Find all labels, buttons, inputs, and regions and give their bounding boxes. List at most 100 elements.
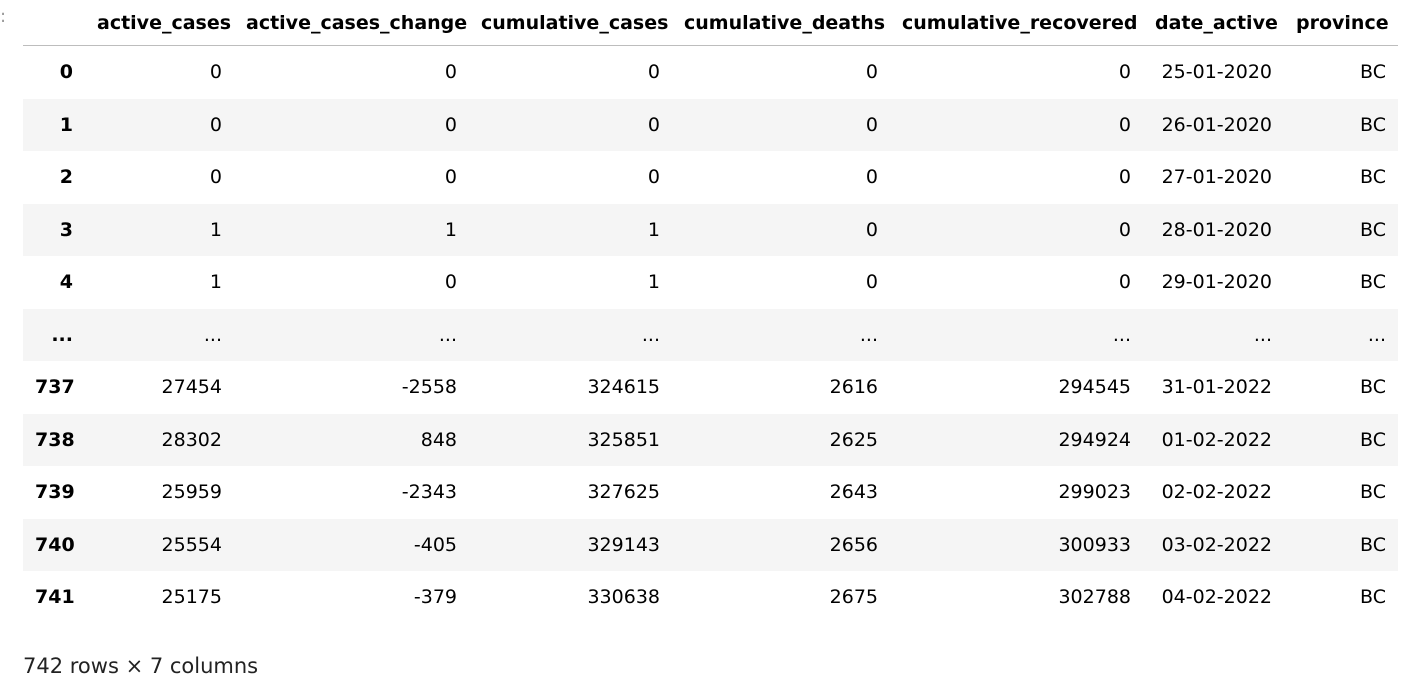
cell: 0 (865, 218, 878, 241)
cell: 25959 (161, 481, 222, 504)
header-row: active_cases active_cases_change cumulativ… (23, 0, 1398, 46)
index-header (23, 0, 85, 46)
cell: 31-01-2022 (1161, 376, 1272, 399)
cell: 29-01-2020 (1161, 271, 1272, 294)
cell: 25-01-2020 (1161, 61, 1272, 84)
cell: 1 (209, 218, 222, 241)
column-header: cumulative_cases (469, 0, 672, 46)
cell: ... (438, 323, 457, 346)
cell: 325851 (587, 428, 660, 451)
cell: BC (1360, 481, 1386, 504)
cell: 0 (865, 113, 878, 136)
cell: BC (1360, 166, 1386, 189)
cell: 300933 (1058, 533, 1131, 556)
table-row: 1 0 0 0 0 0 26-01-2020 BC (23, 98, 1398, 151)
cell: 2625 (829, 428, 878, 451)
cell: 0 (647, 61, 660, 84)
cell: 27-01-2020 (1161, 166, 1272, 189)
cell: BC (1360, 113, 1386, 136)
cell: 0 (647, 113, 660, 136)
cell: 28-01-2020 (1161, 218, 1272, 241)
cell: BC (1360, 218, 1386, 241)
cell: 324615 (587, 376, 660, 399)
dataframe: active_cases active_cases_change cumulativ… (23, 0, 1398, 624)
row-index: 741 (35, 586, 75, 609)
row-index: 3 (59, 218, 73, 241)
cell: 0 (1118, 113, 1131, 136)
cell: 01-02-2022 (1161, 428, 1272, 451)
cell: 0 (865, 166, 878, 189)
cell: -379 (413, 586, 457, 609)
cell: 2675 (829, 586, 878, 609)
table-row: ........................ (23, 308, 1398, 361)
table-row: 740 25554 -405 329143 2656 300933 03-02-2022 BC (23, 518, 1398, 571)
cell: 04-02-2022 (1161, 586, 1272, 609)
cell: 26-01-2020 (1161, 113, 1272, 136)
cell: ... (1112, 323, 1131, 346)
cell: 0 (1118, 61, 1131, 84)
cell: 0 (444, 61, 457, 84)
cell: 0 (865, 271, 878, 294)
column-header: date_active (1143, 0, 1284, 46)
cell: 0 (444, 166, 457, 189)
table-row: 2 0 0 0 0 0 27-01-2020 BC (23, 151, 1398, 204)
cell: 0 (1118, 271, 1131, 294)
prompt: : (0, 6, 7, 27)
cell: ... (859, 323, 878, 346)
cell: 1 (209, 271, 222, 294)
cell: 03-02-2022 (1161, 533, 1272, 556)
row-index: 738 (35, 428, 75, 451)
cell: 2643 (829, 481, 878, 504)
cell: 0 (647, 166, 660, 189)
cell: -405 (413, 533, 457, 556)
column-header: cumulative_deaths (672, 0, 890, 46)
cell: 0 (444, 113, 457, 136)
cell: 299023 (1058, 481, 1131, 504)
column-header: province (1284, 0, 1398, 46)
cell: 294924 (1058, 428, 1131, 451)
cell: 0 (1118, 218, 1131, 241)
row-index: ... (51, 323, 73, 346)
cell: 329143 (587, 533, 660, 556)
cell: BC (1360, 428, 1386, 451)
cell: 25554 (161, 533, 222, 556)
cell: 330638 (587, 586, 660, 609)
cell: 848 (420, 428, 457, 451)
cell: -2558 (401, 376, 457, 399)
cell: 25175 (161, 586, 222, 609)
table-row: 738 28302 848 325851 2625 294924 01-02-2022 BC (23, 413, 1398, 466)
table-row: 0 0 0 0 0 0 25-01-2020 BC (23, 46, 1398, 99)
table-body: 0 0 0 0 0 0 25-01-2020 BC 1 0 0 0 0 0 26-01-2020 BC 2 0 0 0… (23, 46, 1398, 624)
cell: BC (1360, 61, 1386, 84)
cell: BC (1360, 376, 1386, 399)
cell: 27454 (161, 376, 222, 399)
cell: 0 (444, 271, 457, 294)
row-index: 737 (35, 376, 75, 399)
cell: 2656 (829, 533, 878, 556)
cell: 302788 (1058, 586, 1131, 609)
cell: 0 (209, 166, 222, 189)
row-index: 2 (59, 166, 73, 189)
cell: ... (641, 323, 660, 346)
row-index: 0 (59, 61, 73, 84)
table-row: 737 27454 -2558 324615 2616 294545 31-01-2022 B… (23, 361, 1398, 414)
row-index: 739 (35, 481, 75, 504)
column-header: active_cases (85, 0, 234, 46)
cell: 0 (1118, 166, 1131, 189)
table-footer: 742 rows × 7 columns (23, 654, 259, 678)
cell: 02-02-2022 (1161, 481, 1272, 504)
cell: 0 (209, 61, 222, 84)
cell: -2343 (401, 481, 457, 504)
cell: 1 (444, 218, 457, 241)
column-header: active_cases_change (234, 0, 469, 46)
cell: ... (1253, 323, 1272, 346)
cell: 294545 (1058, 376, 1131, 399)
cell: 0 (865, 61, 878, 84)
cell: BC (1360, 533, 1386, 556)
table-row: 741 25175 -379 330638 2675 302788 04-02-2022 BC (23, 571, 1398, 624)
cell: 28302 (161, 428, 222, 451)
cell: BC (1360, 586, 1386, 609)
cell: 1 (647, 218, 660, 241)
table-row: 3 1 1 1 0 0 28-01-2020 BC (23, 203, 1398, 256)
row-index: 4 (59, 271, 73, 294)
